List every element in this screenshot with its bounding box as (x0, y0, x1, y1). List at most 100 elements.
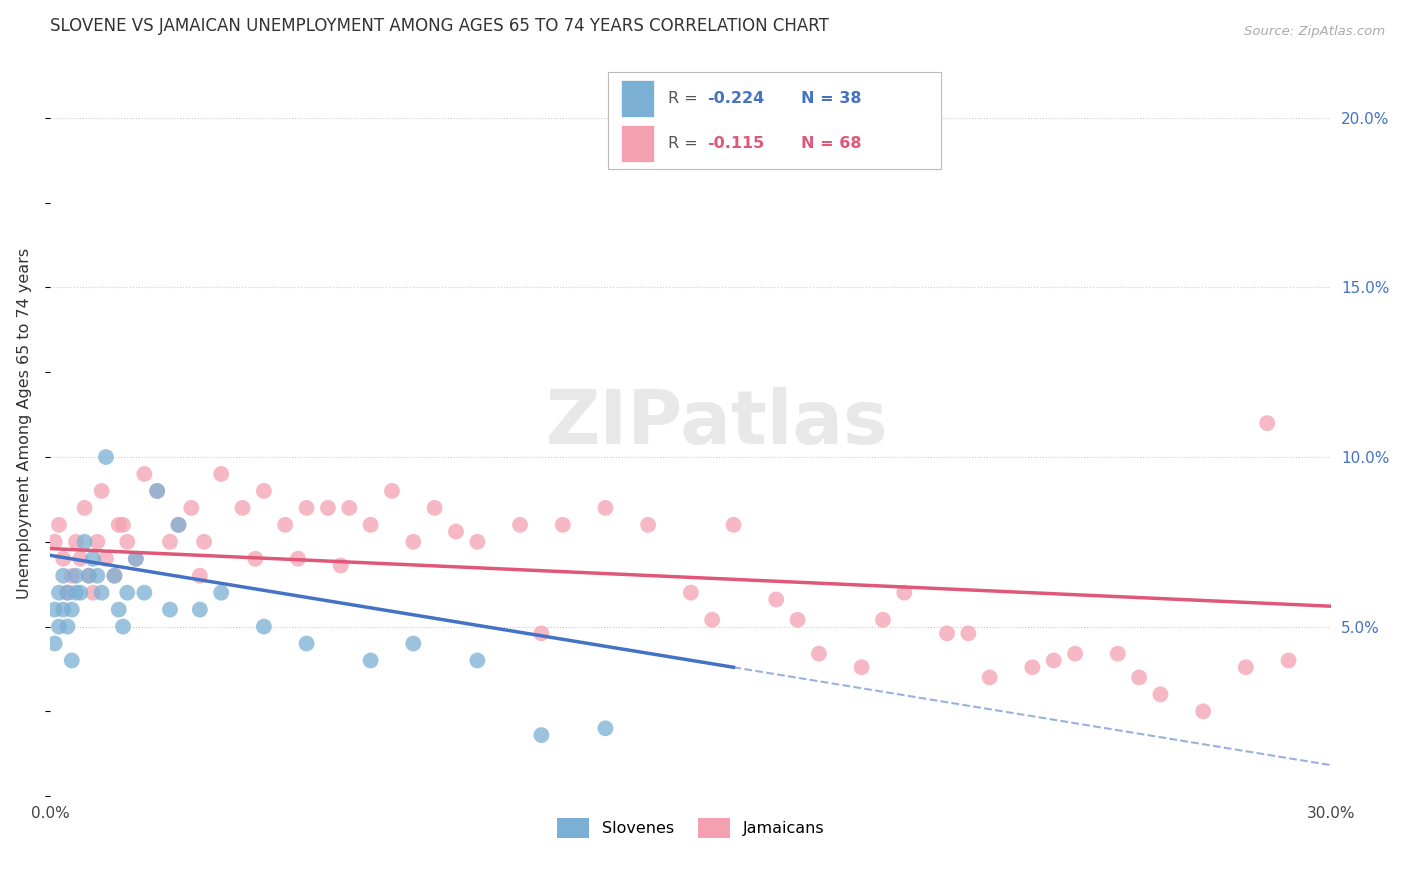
Point (423, 500, 446, 515)
Point (893, 585, 915, 599)
Point (209, 585, 232, 599)
Point (295, 500, 318, 515)
Point (329, 558, 352, 573)
Point (134, 467, 156, 481)
Point (48, 619, 70, 633)
Point (402, 534, 425, 549)
Point (1107, 647, 1129, 661)
Point (48, 517, 70, 532)
Point (232, 500, 254, 515)
Point (595, 500, 617, 515)
Point (167, 517, 190, 532)
Point (86, 534, 108, 549)
Point (679, 585, 702, 599)
Point (723, 517, 745, 532)
Point (287, 551, 309, 566)
Point (180, 500, 202, 515)
Point (274, 517, 297, 532)
Text: ZIPatlas: ZIPatlas (546, 386, 887, 459)
Point (167, 517, 190, 532)
Text: R =: R = (668, 91, 703, 105)
Point (107, 602, 129, 616)
Point (467, 534, 489, 549)
Point (1064, 647, 1087, 661)
Bar (621, 79, 654, 117)
Point (94, 551, 117, 566)
Point (807, 647, 830, 661)
Point (134, 585, 156, 599)
FancyBboxPatch shape (607, 72, 941, 169)
Point (60, 568, 83, 582)
Point (360, 517, 382, 532)
Point (52, 602, 75, 616)
Point (56, 585, 79, 599)
Point (551, 517, 574, 532)
Point (253, 483, 276, 498)
Point (107, 517, 129, 532)
Point (595, 721, 617, 735)
Point (44, 602, 66, 616)
Point (402, 636, 425, 650)
Point (60, 602, 83, 616)
Point (1149, 687, 1171, 701)
Point (103, 568, 125, 582)
Point (360, 653, 382, 667)
Point (117, 585, 139, 599)
Point (94, 450, 117, 464)
Point (90, 483, 112, 498)
Point (467, 653, 489, 667)
Point (146, 483, 169, 498)
Point (111, 517, 134, 532)
Point (381, 483, 404, 498)
Point (209, 467, 232, 481)
Point (936, 626, 959, 640)
Point (44, 636, 66, 650)
Point (702, 138, 724, 153)
Point (637, 517, 659, 532)
Text: -0.224: -0.224 (707, 91, 765, 105)
Point (188, 568, 211, 582)
Text: N = 38: N = 38 (801, 91, 862, 105)
Point (337, 500, 360, 515)
Point (52, 568, 75, 582)
Point (786, 613, 808, 627)
Point (125, 551, 148, 566)
Point (69, 585, 91, 599)
Point (56, 585, 79, 599)
Point (60, 653, 83, 667)
Point (82, 551, 104, 566)
Point (1256, 416, 1278, 430)
Point (73, 500, 96, 515)
Point (253, 619, 276, 633)
Point (1234, 660, 1257, 674)
Point (851, 660, 873, 674)
Point (188, 602, 211, 616)
Text: SLOVENE VS JAMAICAN UNEMPLOYMENT AMONG AGES 65 TO 74 YEARS CORRELATION CHART: SLOVENE VS JAMAICAN UNEMPLOYMENT AMONG A… (51, 17, 830, 35)
Point (77, 568, 100, 582)
Point (765, 592, 787, 607)
Point (73, 534, 96, 549)
Point (159, 602, 181, 616)
Point (90, 585, 112, 599)
Point (444, 524, 467, 539)
Text: R =: R = (668, 136, 707, 152)
Point (316, 500, 339, 515)
Point (56, 619, 79, 633)
Point (82, 585, 104, 599)
Point (52, 551, 75, 566)
Point (245, 551, 267, 566)
Point (1277, 653, 1299, 667)
Point (117, 534, 139, 549)
Point (979, 670, 1001, 684)
Point (509, 517, 531, 532)
Point (295, 636, 318, 650)
Point (530, 626, 553, 640)
Point (702, 613, 724, 627)
Point (103, 568, 125, 582)
Point (530, 728, 553, 742)
Point (159, 534, 181, 549)
Point (125, 551, 148, 566)
Point (957, 626, 980, 640)
Point (1192, 704, 1215, 718)
Point (65, 568, 87, 582)
